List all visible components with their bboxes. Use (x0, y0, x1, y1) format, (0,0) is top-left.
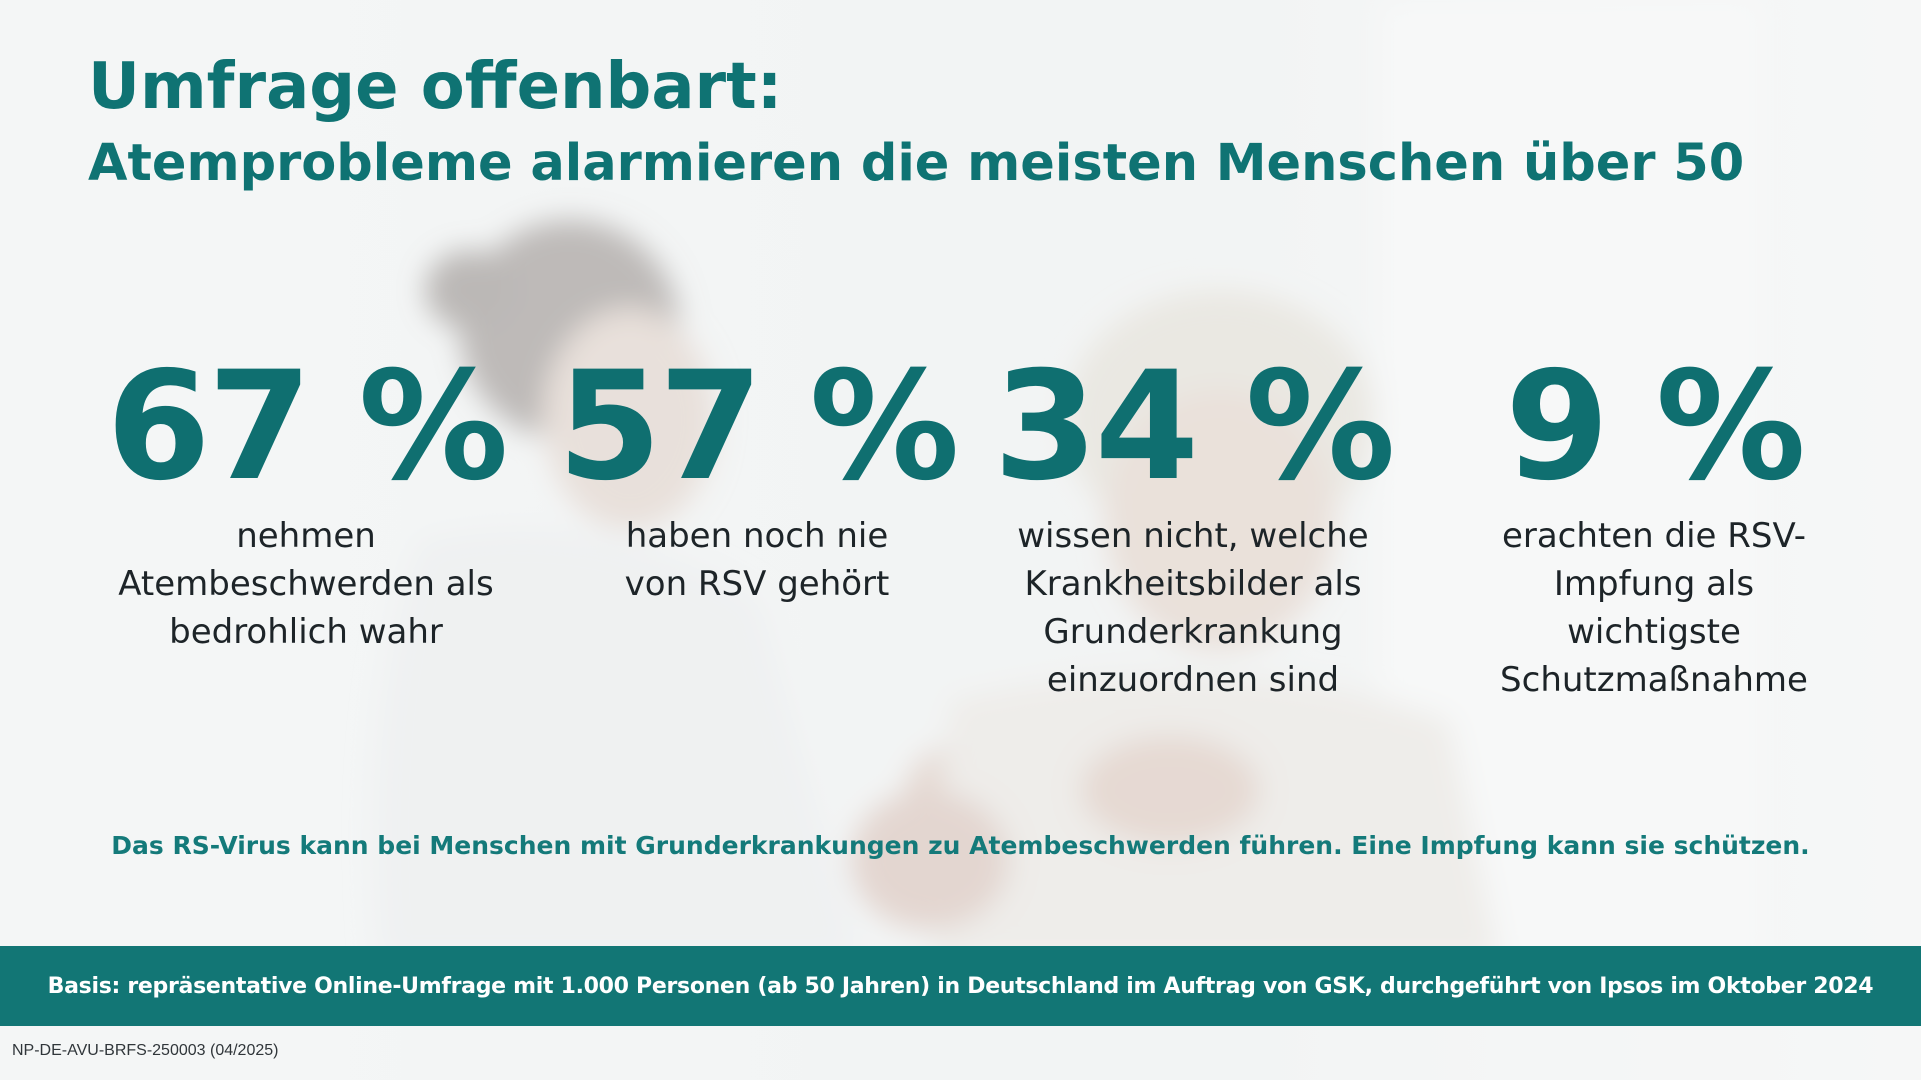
stat-value: 34 % (993, 340, 1395, 514)
stat-block: 67 % nehmen Atembeschwerden als bedrohli… (86, 352, 526, 656)
stat-block: 57 % haben noch nie von RSV gehört (537, 352, 977, 608)
stat-block: 34 % wissen nicht, welche Krankheitsbild… (973, 352, 1413, 704)
stat-value: 67 % (106, 340, 508, 514)
stat-description: wissen nicht, welche Krankheitsbilder al… (1017, 516, 1369, 700)
stat-value: 57 % (557, 340, 959, 514)
stat-description: erachten die RSV-Impfung als wichtigste … (1500, 516, 1808, 700)
stat-description: haben noch nie von RSV gehört (624, 516, 890, 604)
stat-value: 9 % (1505, 340, 1806, 514)
footer-bar: Basis: repräsentative Online-Umfrage mit… (0, 946, 1921, 1026)
page-title: Umfrage offenbart: (88, 50, 783, 124)
page-subtitle: Atemprobleme alarmieren die meisten Mens… (88, 134, 1745, 193)
stat-description: nehmen Atembeschwerden als bedrohlich wa… (118, 516, 494, 652)
tagline: Das RS-Virus kann bei Menschen mit Grund… (111, 831, 1810, 860)
document-code: NP-DE-AVU-BRFS-250003 (04/2025) (12, 1042, 279, 1059)
stat-block: 9 % erachten die RSV-Impfung als wichtig… (1434, 352, 1874, 704)
survey-basis-note: Basis: repräsentative Online-Umfrage mit… (47, 973, 1874, 999)
